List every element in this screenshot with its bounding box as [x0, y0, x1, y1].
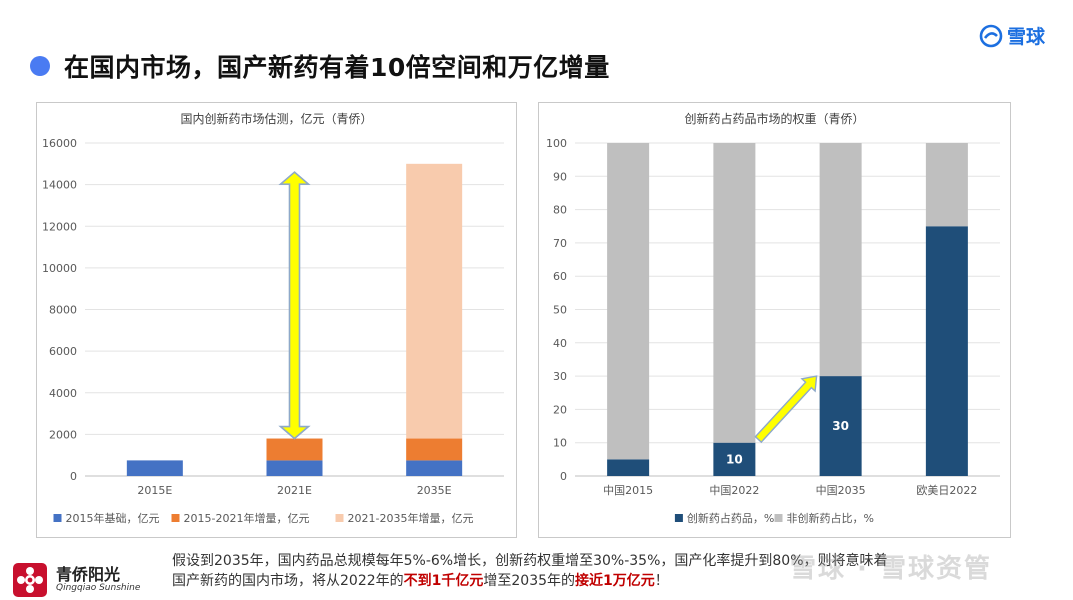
- data-label: 10: [726, 452, 743, 466]
- bar-segment: [713, 143, 756, 443]
- x-tick-label: 2021E: [277, 484, 312, 497]
- page-title-row: 在国内市场，国产新药有着10倍空间和万亿增量: [30, 50, 610, 82]
- footer-line-1: 假设到2035年，国内药品总规模每年5%-6%增长，创新药权重增至30%-35%…: [172, 553, 888, 569]
- y-tick-label: 4000: [49, 387, 77, 400]
- bar-segment: [126, 460, 183, 476]
- y-tick-label: 16000: [42, 137, 77, 150]
- legend-label: 2015-2021年增量，亿元: [184, 511, 310, 525]
- bar-segment: [607, 143, 650, 460]
- footer-highlight-2: 接近1万亿元: [575, 573, 655, 589]
- brand-name: 雪球: [1006, 26, 1045, 48]
- chart-title: 创新药占药品市场的权重（青侨）: [684, 111, 864, 126]
- trend-arrow-annotation: [754, 375, 818, 444]
- bar-segment: [266, 438, 323, 461]
- bar-segment: [713, 442, 756, 476]
- x-tick-label: 2035E: [417, 484, 452, 497]
- y-tick-label: 80: [553, 204, 567, 217]
- page-title: 在国内市场，国产新药有着10倍空间和万亿增量: [64, 53, 610, 82]
- data-label: 30: [832, 419, 849, 433]
- footer-line-2: 国产新药的国内市场，将从2022年的不到1千亿元增至2035年的接近1万亿元！: [172, 571, 1052, 591]
- chart-panel-innovative-share: 创新药占药品市场的权重（青侨） 0 10 20 30 40 50 60 70 80 90 100 中国2…: [538, 102, 1011, 538]
- x-tick-label: 中国2015: [603, 484, 653, 497]
- x-tick-label: 中国2022: [709, 484, 759, 497]
- y-tick-label: 40: [553, 337, 567, 350]
- title-bullet-icon: [30, 56, 50, 76]
- legend-swatch: [53, 514, 62, 522]
- footer-logo-en: Qingqiao Sunshine: [56, 583, 141, 593]
- y-tick-label: 10: [553, 437, 567, 450]
- chart-panel-market-estimate: 国内创新药市场估测，亿元（青侨） 0 2000 4000 6000 8000 10000 12…: [36, 102, 517, 538]
- bar-segment: [406, 460, 463, 476]
- y-tick-label: 0: [560, 470, 567, 483]
- x-tick-label: 欧美日2022: [916, 484, 977, 497]
- y-tick-label: 30: [553, 370, 567, 383]
- double-arrow-annotation: [278, 171, 311, 440]
- bar-segment: [406, 438, 463, 461]
- bar-segment: [266, 460, 323, 476]
- bar-segment: [819, 143, 862, 377]
- y-tick-label: 2000: [49, 428, 77, 441]
- legend-label: 2015年基础，亿元: [66, 511, 160, 525]
- x-tick-label: 中国2035: [816, 484, 866, 497]
- footer-logo: 青侨阳光 Qingqiao Sunshine: [12, 562, 140, 598]
- y-tick-label: 6000: [49, 345, 77, 358]
- innovative-share-chart: 创新药占药品市场的权重（青侨） 0 10 20 30 40 50 60 70 80 90 100 中国2…: [546, 111, 1000, 525]
- footer-note: 假设到2035年，国内药品总规模每年5%-6%增长，创新药权重增至30%-35%…: [172, 551, 1052, 591]
- chart-title: 国内创新药市场估测，亿元（青侨）: [180, 111, 372, 126]
- bar-segment: [925, 143, 968, 227]
- y-tick-label: 20: [553, 403, 567, 416]
- y-tick-label: 100: [546, 137, 567, 150]
- legend-swatch: [171, 514, 180, 522]
- legend-label: 2021-2035年增量，亿元: [348, 511, 474, 525]
- qingqiao-flower-icon: [13, 563, 47, 597]
- y-tick-label: 70: [553, 237, 567, 250]
- bar-segment: [406, 163, 463, 439]
- bar-segment: [819, 376, 862, 476]
- y-tick-label: 14000: [42, 179, 77, 192]
- y-tick-label: 60: [553, 270, 567, 283]
- footer-line-2b: 增至2035年的: [483, 573, 576, 589]
- footer-line-2c: ！: [654, 573, 669, 589]
- market-estimate-chart: 国内创新药市场估测，亿元（青侨） 0 2000 4000 6000 8000 10000 12…: [42, 111, 504, 525]
- legend-swatch: [674, 514, 683, 522]
- y-tick-label: 12000: [42, 220, 77, 233]
- bar-segment: [925, 226, 968, 476]
- bar-segment: [607, 459, 650, 476]
- legend-swatch: [335, 514, 344, 522]
- watermark: 雪球 · 雪球资管: [790, 554, 992, 584]
- legend-label: 创新药占药品，%: [687, 511, 774, 525]
- y-tick-label: 10000: [42, 262, 77, 275]
- x-tick-label: 2015E: [137, 484, 172, 497]
- y-tick-label: 50: [553, 304, 567, 317]
- legend-label: 非创新药占比，%: [787, 511, 874, 525]
- footer-highlight-1: 不到1千亿元: [403, 573, 484, 589]
- brand-logo: 雪球: [979, 22, 1045, 49]
- footer-line-2a: 国产新药的国内市场，将从2022年的: [172, 573, 404, 589]
- legend-swatch: [774, 514, 783, 522]
- footer-logo-cn: 青侨阳光: [56, 565, 121, 584]
- snowball-logo-icon: [979, 24, 1003, 47]
- y-tick-label: 90: [553, 170, 567, 183]
- y-tick-label: 8000: [49, 304, 77, 317]
- y-tick-label: 0: [70, 470, 77, 483]
